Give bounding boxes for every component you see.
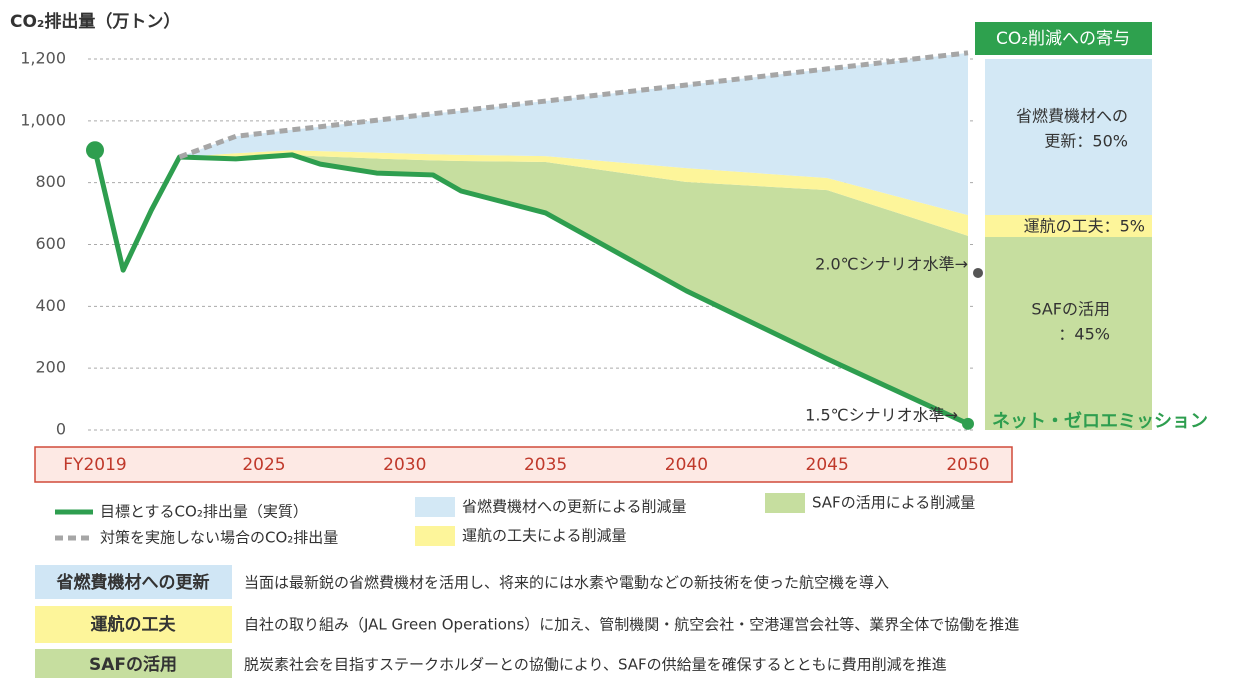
- y-tick-label: 400: [35, 296, 66, 315]
- x-axis-band: [34, 446, 1013, 483]
- annotation-dot: [973, 267, 983, 278]
- contribution-panel: [985, 59, 1152, 215]
- table-label-cell: [35, 649, 232, 678]
- contribution-panel: [985, 215, 1152, 237]
- chart-title: CO₂排出量（万トン）: [10, 11, 180, 32]
- annotation-dot: [962, 417, 974, 430]
- table-label: SAFの活用: [89, 654, 177, 675]
- contribution-panel: [985, 237, 1152, 430]
- y-tick-label: 600: [35, 234, 66, 253]
- table-label-cell: [35, 565, 232, 599]
- legend-label: 対策を実施しない場合のCO₂排出量: [100, 529, 338, 547]
- table-label-cell: [35, 606, 232, 643]
- area: [179, 154, 968, 424]
- table-text: 自社の取り組み（JAL Green Operations）に加え、管制機関・航空…: [244, 616, 1019, 634]
- legend-swatch: [765, 493, 805, 513]
- table-label: 省燃費機材への更新: [56, 572, 210, 593]
- annotation: 1.5℃シナリオ水準→: [805, 405, 958, 424]
- contribution-label: 省燃費機材への: [1016, 107, 1128, 126]
- x-tick-label: 2025: [242, 455, 285, 475]
- legend-label: SAFの活用による削減量: [812, 494, 975, 512]
- area: [179, 52, 968, 216]
- legend-label: 運航の工夫による削減量: [462, 527, 627, 545]
- x-tick-label: 2030: [383, 455, 426, 475]
- annotation: 2.0℃シナリオ水準→: [815, 254, 968, 273]
- table-text: 脱炭素社会を目指すステークホルダーとの協働により、SAFの供給量を確保するととも…: [244, 656, 947, 674]
- contribution-label: SAFの活用: [1031, 300, 1110, 319]
- legend-swatch: [415, 526, 455, 546]
- x-tick-label: 2050: [946, 455, 989, 475]
- net-zero-label: ネット・ゼロエミッション: [992, 410, 1208, 432]
- x-tick-label: 2040: [665, 455, 708, 475]
- contribution-title: CO₂削減への寄与: [996, 29, 1130, 49]
- table-text: 当面は最新鋭の省燃費機材を活用し、将来的には水素や電動などの新技術を使った航空機…: [244, 574, 889, 592]
- contribution-label: 更新：50%: [1044, 132, 1128, 151]
- line: [92, 149, 970, 427]
- legend-swatch: [415, 497, 455, 517]
- y-tick-label: 200: [35, 358, 66, 377]
- plot: [86, 50, 975, 431]
- x-tick-label: FY2019: [63, 455, 126, 475]
- y-tick-label: 1,200: [20, 49, 66, 68]
- contribution-label: ：45%: [1058, 325, 1110, 344]
- legend-label: 省燃費機材への更新による削減量: [462, 498, 687, 516]
- y-tick-label: 1,000: [20, 110, 66, 129]
- x-tick-label: 2045: [806, 455, 849, 475]
- legend-label: 目標とするCO₂排出量（実質）: [100, 503, 308, 521]
- y-tick-label: 800: [35, 172, 66, 191]
- table-label: 運航の工夫: [91, 614, 177, 635]
- contribution-header: [975, 22, 1152, 55]
- contribution-label: 運航の工夫：5%: [1024, 217, 1145, 236]
- dashed-line: [178, 50, 969, 160]
- start-dot: [86, 141, 104, 160]
- x-tick-label: 2035: [524, 455, 567, 475]
- y-tick-label: 0: [56, 420, 66, 439]
